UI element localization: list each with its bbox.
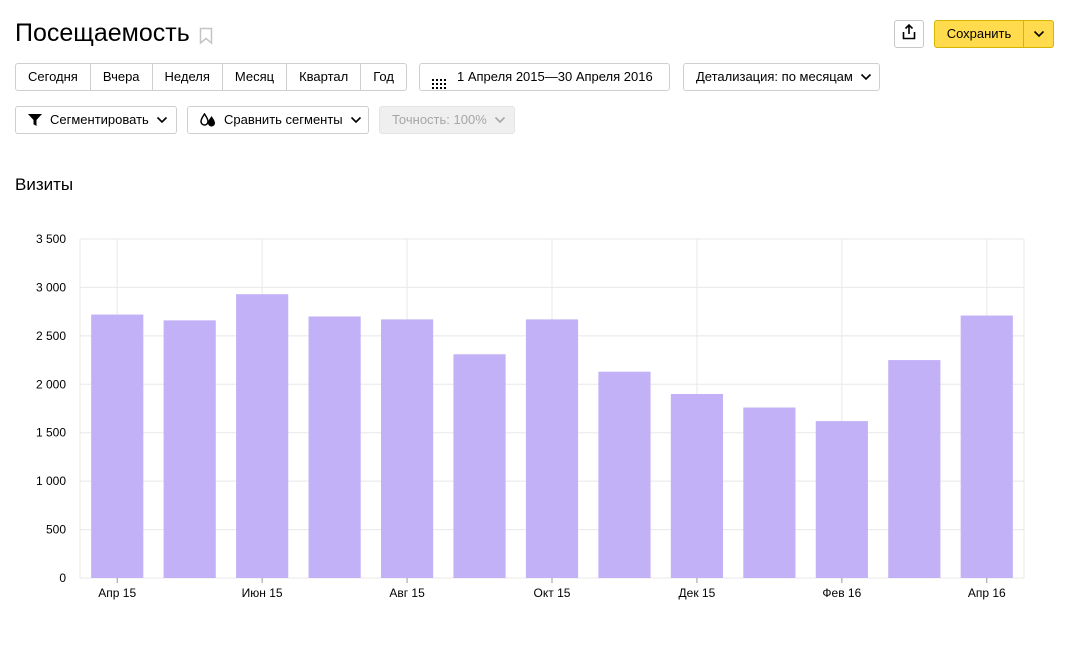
detail-dropdown[interactable]: Детализация: по месяцам <box>683 63 880 91</box>
x-tick-label: Апр 15 <box>98 586 136 600</box>
accuracy-dropdown: Точность: 100% <box>379 106 515 134</box>
save-dropdown-button[interactable] <box>1024 21 1053 47</box>
period-quarter[interactable]: Квартал <box>287 64 362 90</box>
compare-segments-dropdown[interactable]: Сравнить сегменты <box>187 106 369 134</box>
x-tick-label: Июн 15 <box>242 586 283 600</box>
share-export-icon <box>902 23 916 45</box>
bar-1 <box>91 314 144 578</box>
accuracy-label: Точность: 100% <box>392 112 487 127</box>
y-tick-label: 3 000 <box>36 280 66 294</box>
period-today[interactable]: Сегодня <box>16 64 91 90</box>
y-tick-label: 500 <box>46 523 66 537</box>
bar-4 <box>308 316 361 578</box>
drops-icon <box>200 113 216 127</box>
segment-dropdown[interactable]: Сегментировать <box>15 106 177 134</box>
date-range-from: 1 Апреля 2015 <box>457 69 545 84</box>
bar-13 <box>960 315 1013 578</box>
bar-7 <box>525 319 579 578</box>
bar-5 <box>380 319 434 578</box>
y-tick-label: 2 000 <box>36 377 66 391</box>
y-tick-label: 1 000 <box>36 474 66 488</box>
x-tick-label: Апр 16 <box>968 586 1006 600</box>
x-tick-label: Дек 15 <box>679 586 716 600</box>
period-week[interactable]: Неделя <box>153 64 223 90</box>
date-range-to: 30 Апреля 2016 <box>557 69 653 84</box>
bar-8 <box>598 371 651 578</box>
period-yesterday[interactable]: Вчера <box>91 64 153 90</box>
bar-6 <box>453 354 506 578</box>
chevron-down-icon <box>860 64 872 90</box>
chevron-down-icon <box>156 107 168 133</box>
save-button-group: Сохранить <box>934 20 1054 48</box>
bar-10 <box>743 407 796 578</box>
bar-2 <box>163 320 216 578</box>
bar-12 <box>888 360 941 578</box>
bar-3 <box>236 294 289 578</box>
segment-label: Сегментировать <box>50 112 149 127</box>
y-tick-label: 0 <box>59 571 66 585</box>
period-month[interactable]: Месяц <box>223 64 288 90</box>
export-button[interactable] <box>894 20 924 48</box>
detail-label: Детализация: по месяцам <box>696 69 853 84</box>
visits-chart: 0 500 1 000 1 500 2 000 2 500 3 000 3 500 Апр 15… <box>0 225 1071 610</box>
visits-bar-chart: 0 500 1 000 1 500 2 000 2 500 3 000 3 500 Апр 15… <box>36 232 1025 600</box>
page-title: Посещаемость <box>15 19 190 47</box>
calendar-grid-icon <box>432 72 446 89</box>
save-button[interactable]: Сохранить <box>935 21 1024 47</box>
chevron-down-icon <box>494 107 506 133</box>
chevron-down-icon <box>1033 25 1045 43</box>
y-tick-label: 3 500 <box>36 232 66 246</box>
section-title: Визиты <box>15 175 74 194</box>
bar-11 <box>815 421 868 578</box>
date-range-separator: — <box>544 69 558 84</box>
compare-label: Сравнить сегменты <box>224 112 343 127</box>
period-year[interactable]: Год <box>373 69 394 84</box>
period-selector: Сегодня Вчера Неделя Месяц Квартал Год <box>15 63 407 91</box>
x-tick-label: Фев 16 <box>822 586 861 600</box>
bar-9 <box>670 393 724 578</box>
chevron-down-icon <box>350 107 362 133</box>
y-tick-label: 1 500 <box>36 426 66 440</box>
y-tick-label: 2 500 <box>36 329 66 343</box>
x-tick-label: Окт 15 <box>534 586 571 600</box>
x-tick-label: Авг 15 <box>389 586 425 600</box>
bookmark-icon[interactable] <box>199 27 213 45</box>
funnel-icon <box>28 114 42 126</box>
date-range-button[interactable]: 1 Апреля 2015 — 30 Апреля 2016 <box>419 63 670 91</box>
